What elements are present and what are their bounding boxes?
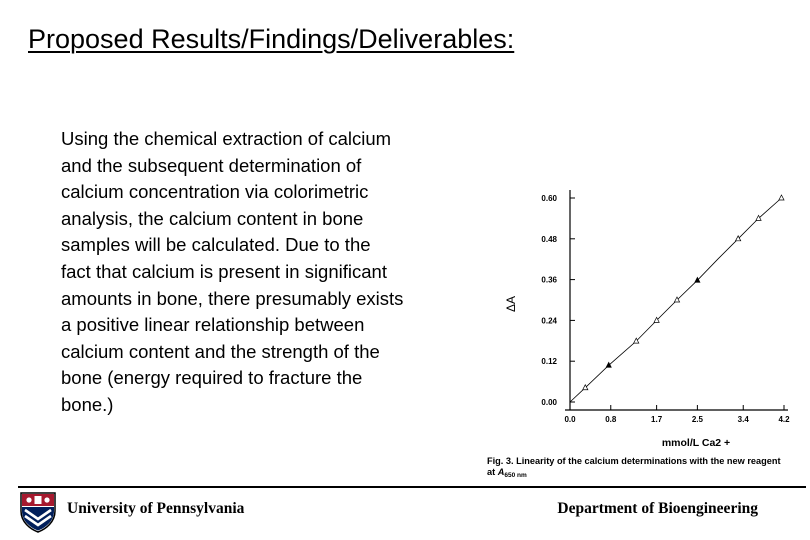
- x-tick-label: 4.2: [778, 415, 790, 424]
- slide-title: Proposed Results/Findings/Deliverables:: [28, 24, 515, 54]
- data-point: [633, 337, 640, 344]
- body-paragraph: Using the chemical extraction of calcium…: [61, 126, 481, 419]
- y-axis-label: ΔA: [504, 296, 518, 312]
- x-tick-label: 3.4: [738, 415, 750, 424]
- y-tick-label: 0.60: [541, 194, 557, 203]
- caption-absorbance: A: [497, 467, 505, 477]
- footer-university: University of Pennsylvania: [67, 500, 245, 517]
- body-line: fact that calcium is present in signific…: [61, 260, 387, 282]
- body-line: amounts in bone, there presumably exists: [61, 287, 404, 309]
- caption-line-2: at A650 nm: [487, 467, 810, 481]
- x-tick-label: 0.0: [564, 415, 576, 424]
- x-tick-label: 2.5: [692, 415, 704, 424]
- body-line: samples will be calculated. Due to the: [61, 234, 371, 256]
- data-point: [653, 316, 660, 323]
- y-tick-label: 0.24: [541, 316, 557, 325]
- body-line: calcium content and the strength of the: [61, 340, 380, 362]
- y-tick-label: 0.12: [541, 357, 557, 366]
- caption-line-1: Fig. 3. Linearity of the calcium determi…: [487, 456, 781, 466]
- body-line: bone.): [61, 393, 114, 415]
- data-point: [605, 361, 612, 368]
- data-point: [734, 235, 742, 242]
- calcium-linearity-chart: 0.00 0.12 0.24 0.36 0.48 0.60 0.0 0.8 1.7 2.5 3.4 4…: [504, 190, 790, 449]
- footer-department: Department of Bioengineering: [557, 500, 758, 517]
- body-line: analysis, the calcium content in bone: [61, 207, 364, 229]
- y-tick-label: 0.48: [541, 235, 557, 244]
- body-line: and the subsequent determination of: [61, 154, 362, 176]
- data-point: [755, 214, 762, 221]
- body-line: Using the chemical extraction of calcium: [61, 128, 392, 149]
- footer-divider: [18, 486, 806, 488]
- x-tick-label: 0.8: [605, 415, 617, 424]
- penn-shield-icon: [20, 492, 56, 533]
- data-point: [694, 276, 701, 283]
- figure-caption: Fig. 3. Linearity of the calcium determi…: [487, 456, 810, 481]
- body-line: calcium concentration via colorimetric: [61, 181, 369, 203]
- x-tick-label: 1.7: [651, 415, 663, 424]
- x-axis-label: mmol/L Ca2 +: [662, 437, 730, 449]
- y-tick-label: 0.36: [541, 276, 557, 285]
- data-point: [778, 194, 785, 201]
- caption-wavelength: 650 nm: [504, 472, 527, 479]
- data-point: [673, 296, 681, 303]
- data-point: [582, 383, 589, 391]
- caption-prefix: at: [487, 467, 498, 477]
- y-tick-label: 0.00: [541, 398, 557, 407]
- body-line: a positive linear relationship between: [61, 314, 365, 336]
- body-line: bone (energy required to fracture the: [61, 367, 363, 389]
